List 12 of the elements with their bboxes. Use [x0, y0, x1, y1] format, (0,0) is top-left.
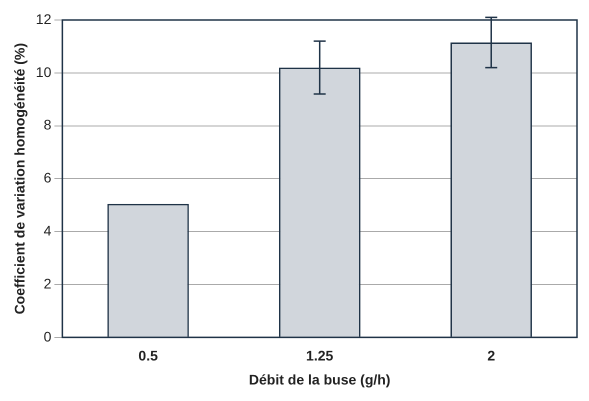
y-tick-label: 10: [36, 64, 52, 80]
y-axis-title: Coefficient de variation homogénéité (%): [11, 42, 28, 314]
x-tick-label: 1.25: [306, 348, 334, 364]
y-tick-label: 12: [36, 10, 52, 27]
x-axis-title: Débit de la buse (g/h): [248, 371, 390, 388]
y-tick-label: 8: [44, 116, 52, 133]
y-tick-label: 4: [44, 222, 52, 238]
x-tick-label: 2: [487, 348, 496, 364]
y-tick-label: 6: [44, 170, 52, 186]
y-tick-label: 2: [44, 275, 52, 292]
x-tick-label: 0.5: [138, 348, 158, 364]
y-tick-label: 0: [44, 328, 52, 344]
